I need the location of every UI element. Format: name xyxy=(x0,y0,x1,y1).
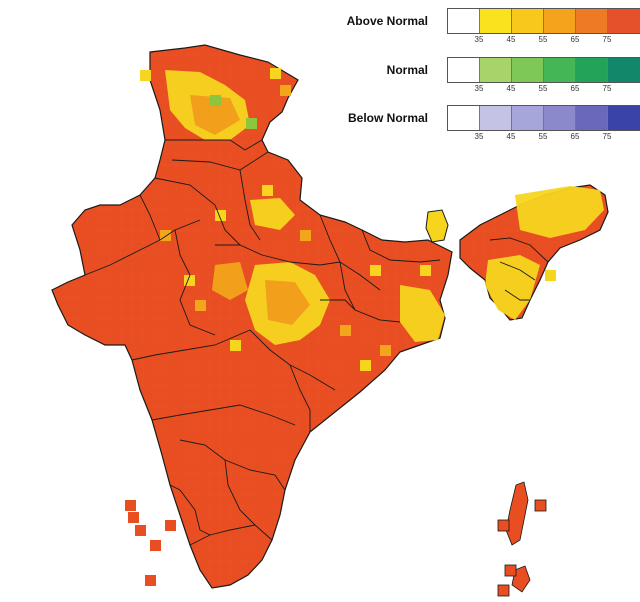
legend-color-bar xyxy=(447,57,640,83)
legend-swatch xyxy=(448,9,480,33)
legend-tick: 55 xyxy=(538,84,548,93)
legend-swatch xyxy=(544,9,576,33)
legend-swatch xyxy=(512,58,544,82)
legend-color-bar xyxy=(447,105,640,131)
legend-swatch xyxy=(544,58,576,82)
legend-tick: 65 xyxy=(570,84,580,93)
legend-tick: 55 xyxy=(538,132,548,141)
legend-swatch xyxy=(448,58,480,82)
legend-tick: 75 xyxy=(602,84,612,93)
legend-color-bar xyxy=(447,8,640,34)
legend-swatch xyxy=(576,58,608,82)
legend-swatch xyxy=(608,58,640,82)
legend-title: Below Normal xyxy=(347,111,428,125)
legend-tick: 65 xyxy=(570,132,580,141)
legend-tick: 35 xyxy=(474,35,484,44)
legend-swatch xyxy=(608,106,640,130)
legend-tick: 65 xyxy=(570,35,580,44)
legend-ticks: 35 45 55 65 75 xyxy=(447,132,640,144)
legend-swatch xyxy=(512,9,544,33)
legend-swatch xyxy=(480,106,512,130)
legend-tick: 75 xyxy=(602,35,612,44)
legend-swatch xyxy=(448,106,480,130)
legend-swatch xyxy=(608,9,640,33)
legend-swatch xyxy=(480,9,512,33)
legend-tick: 55 xyxy=(538,35,548,44)
legend-swatch xyxy=(576,106,608,130)
legend-tick: 45 xyxy=(506,84,516,93)
lakshadweep-islands xyxy=(125,500,176,586)
legend-tick: 45 xyxy=(506,132,516,141)
legend-swatch xyxy=(544,106,576,130)
normal-pixels xyxy=(210,95,257,129)
legend-title: Normal xyxy=(386,63,428,77)
legend-ticks: 35 45 55 65 75 xyxy=(447,84,640,96)
state-boundaries xyxy=(84,139,549,546)
legend-swatch xyxy=(480,58,512,82)
legend-tick: 35 xyxy=(474,132,484,141)
andaman-nicobar-islands xyxy=(497,481,547,597)
pixel-speckles xyxy=(140,68,556,371)
legend-tick: 75 xyxy=(602,132,612,141)
sikkim-region xyxy=(425,209,449,243)
legend-ticks: 35 45 55 65 75 xyxy=(447,35,640,47)
legend-tick: 35 xyxy=(474,84,484,93)
legend-title: Above Normal xyxy=(346,14,428,28)
legend-tick: 45 xyxy=(506,35,516,44)
legend-swatch xyxy=(512,106,544,130)
low-departure-zones xyxy=(165,70,604,345)
legend-swatch xyxy=(576,9,608,33)
